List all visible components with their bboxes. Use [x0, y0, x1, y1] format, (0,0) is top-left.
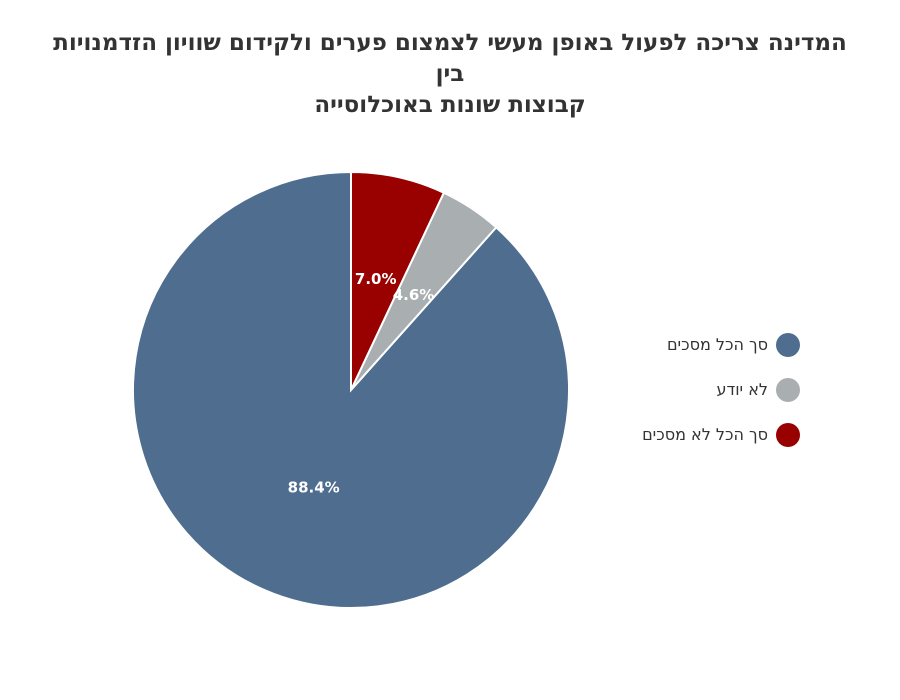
pie-labels: 88.4% 4.6%7.0% [288, 270, 435, 496]
legend-item-agree[interactable]: סך הכל מסכים [600, 322, 800, 367]
chart-title: המדינה צריכה לפעול באופן מעשי לצמצום פער… [40, 28, 860, 121]
legend-swatch-dont-know [776, 377, 800, 402]
pie-label-disagree: 7.0% [355, 270, 397, 288]
chart-title-line-2: קבוצות שונות באוכלוסייה [314, 92, 586, 118]
pie-slice-disagree[interactable] [350, 170, 446, 391]
pie-label-dont-know: 4.6% [393, 286, 435, 304]
legend-item-dont-know[interactable]: לא יודע [600, 367, 800, 412]
legend-swatch-disagree [776, 422, 800, 447]
pie-label-agree: 88.4% [288, 478, 340, 496]
legend: סך הכל מסכים לא יודע סך הכל לא מסכים [600, 322, 800, 457]
legend-label-disagree: סך הכל לא מסכים [642, 425, 768, 444]
pie-slices [132, 170, 570, 609]
legend-item-disagree[interactable]: סך הכל לא מסכים [600, 412, 800, 457]
legend-label-dont-know: לא יודע [716, 380, 768, 399]
chart-title-line-1: המדינה צריכה לפעול באופן מעשי לצמצום פער… [53, 30, 847, 87]
legend-label-agree: סך הכל מסכים [666, 335, 768, 354]
legend-swatch-agree [776, 332, 800, 357]
